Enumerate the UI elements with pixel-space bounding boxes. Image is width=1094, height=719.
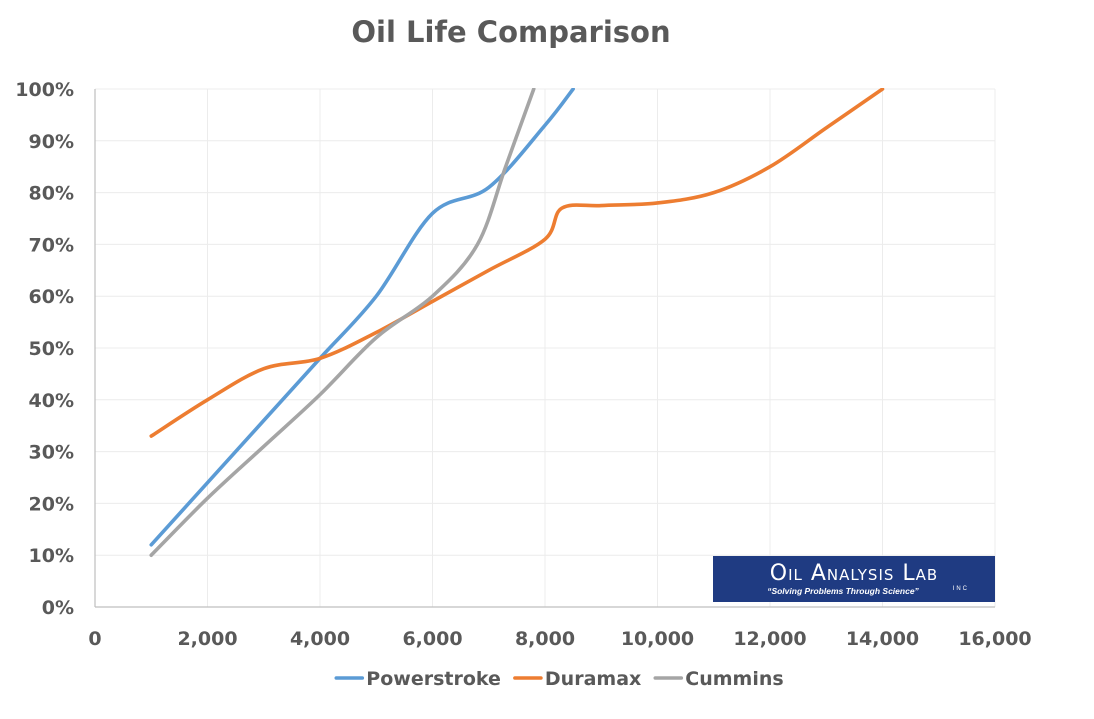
y-tick-label: 60% xyxy=(29,286,74,308)
legend-label-duramax: Duramax xyxy=(545,668,641,690)
y-tick-label: 80% xyxy=(29,183,74,205)
logo-name: Oil Analysis Lab xyxy=(769,561,939,586)
x-tick-label: 10,000 xyxy=(621,628,694,650)
x-tick-label: 12,000 xyxy=(733,628,806,650)
y-tick-label: 100% xyxy=(15,79,74,101)
series-line-duramax xyxy=(149,88,885,438)
logo-tagline: “Solving Problems Through Science” xyxy=(767,586,919,596)
gridlines xyxy=(95,88,996,607)
x-tick-label: 2,000 xyxy=(177,628,237,650)
y-tick-label: 70% xyxy=(29,234,74,256)
y-tick-label: 20% xyxy=(29,493,74,515)
oil-analysis-lab-logo: Oil Analysis Lab “Solving Problems Throu… xyxy=(713,556,995,602)
series-line-cummins xyxy=(149,88,536,557)
series-line-powerstroke xyxy=(149,88,575,547)
series-lines xyxy=(149,88,885,557)
x-tick-label: 8,000 xyxy=(515,628,575,650)
x-tick-label: 6,000 xyxy=(402,628,462,650)
x-tick-label: 16,000 xyxy=(958,628,1031,650)
y-tick-label: 0% xyxy=(42,597,74,619)
logo-inc: INC xyxy=(952,586,969,592)
y-tick-label: 40% xyxy=(29,390,74,412)
legend-label-cummins: Cummins xyxy=(685,668,783,690)
chart-title: Oil Life Comparison xyxy=(351,15,670,49)
y-tick-label: 30% xyxy=(29,442,74,464)
tick-labels: 0% 10% 20% 30% 40% 50% 60% 70% 80% 90% 100% 0 2,000 4… xyxy=(15,79,1031,650)
axes xyxy=(94,89,995,608)
y-tick-label: 50% xyxy=(29,338,74,360)
x-tick-label: 0 xyxy=(88,628,101,650)
x-tick-label: 4,000 xyxy=(290,628,350,650)
legend-label-powerstroke: Powerstroke xyxy=(366,668,501,690)
x-tick-label: 14,000 xyxy=(846,628,919,650)
y-tick-label: 90% xyxy=(29,131,74,153)
legend: Powerstroke Duramax Cummins xyxy=(334,668,784,690)
y-tick-label: 10% xyxy=(29,545,74,567)
